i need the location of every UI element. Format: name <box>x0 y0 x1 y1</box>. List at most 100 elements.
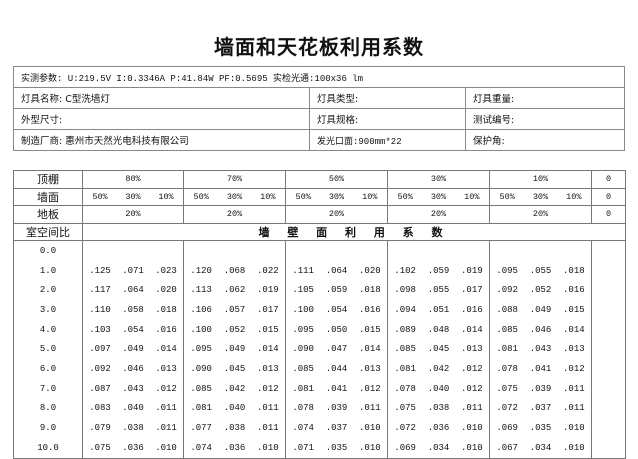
coefficient-value: .102 <box>394 265 416 276</box>
coefficient-value: .105 <box>292 285 314 296</box>
coefficient-value: .011 <box>155 403 177 414</box>
coefficient-value: .095 <box>190 344 212 355</box>
wall-value: 30% <box>430 191 447 202</box>
coefficient-value: .040 <box>223 403 246 414</box>
coefficient-value: .042 <box>223 383 246 394</box>
coefficient-value: .054 <box>325 304 348 315</box>
coefficient-group: .074 .037 .010 <box>285 418 388 438</box>
wall-reflectance-group: 50% 30% 10% <box>489 187 592 206</box>
table-row: 9.0 .079 .038 .011 .077 .038 .011 .074 .037 .010.… <box>13 418 626 438</box>
floor-value: 20% <box>489 205 592 224</box>
coefficient-zero-cell <box>591 300 626 320</box>
coefficient-value: .075 <box>496 383 518 394</box>
coefficient-value: .098 <box>394 285 416 296</box>
coefficient-value: .081 <box>394 363 416 374</box>
coefficient-value: .037 <box>529 403 552 414</box>
coefficient-value: .050 <box>325 324 348 335</box>
coefficient-value: .010 <box>461 423 483 434</box>
coefficient-value: .012 <box>155 383 177 394</box>
coefficient-group: .094 .051 .016 <box>387 300 490 320</box>
coefficient-group: .072 .036 .010 <box>387 418 490 438</box>
coefficient-group: .085 .044 .013 <box>285 359 388 379</box>
coefficient-group: .095 .049 .014 <box>183 339 286 360</box>
coefficient-value: .011 <box>155 423 177 434</box>
coefficient-value: .117 <box>89 285 111 296</box>
ceiling-value: 50% <box>328 174 345 185</box>
wall-label: 墙面 <box>13 187 83 206</box>
floor-value: 20% <box>82 205 184 224</box>
luminaire-weight: 灯具重量: <box>464 87 626 109</box>
coefficient-value: .010 <box>563 442 585 453</box>
coefficient-group: .081 .041 .012 <box>285 378 388 399</box>
ceiling-reflectance: 10% <box>489 170 592 189</box>
coefficient-zero-cell <box>591 339 626 360</box>
coefficient-group: .120 .068 .022 <box>183 260 286 281</box>
coefficient-value: .010 <box>563 423 585 434</box>
coefficient-zero-cell <box>591 398 626 419</box>
ceiling-value: 70% <box>226 174 243 185</box>
coefficient-value: .064 <box>325 265 348 276</box>
coefficient-value: .040 <box>122 403 144 414</box>
coefficient-value: .012 <box>359 383 381 394</box>
coefficient-group: .075 .039 .011 <box>489 378 592 399</box>
coefficient-group: .090 .047 .014 <box>285 339 388 360</box>
coefficient-value: .055 <box>427 285 450 296</box>
coefficient-value: .015 <box>563 304 585 315</box>
coefficient-value: .036 <box>122 442 144 453</box>
table-row: 0.0 <box>13 240 626 261</box>
coefficient-value: .039 <box>529 383 552 394</box>
coefficient-value: .057 <box>223 304 246 315</box>
coefficient-value: .023 <box>155 265 177 276</box>
coefficient-value: .016 <box>563 285 585 296</box>
coefficient-value: .085 <box>292 363 314 374</box>
coefficient-group: .095 .050 .015 <box>285 319 388 340</box>
wall-value: 0 <box>591 187 626 206</box>
ceiling-label: 顶棚 <box>13 170 83 189</box>
coefficient-value: .047 <box>325 344 348 355</box>
coefficient-value: .085 <box>496 324 518 335</box>
coefficient-value: .017 <box>461 285 483 296</box>
coefficient-value: .097 <box>89 344 111 355</box>
coefficient-value: .075 <box>394 403 416 414</box>
coefficient-value: .081 <box>190 403 212 414</box>
coefficient-group: .078 .040 .012 <box>387 378 490 399</box>
wall-row: 墙面 50% 30% 10% 50% 30% 10% 50% 30% 10% 50% 30% 10% 50… <box>13 187 626 206</box>
coefficient-zero-cell <box>591 359 626 379</box>
coefficient-value: .018 <box>359 285 381 296</box>
ceiling-reflectance: 0 <box>591 170 626 189</box>
coefficient-value: .095 <box>292 324 314 335</box>
coefficient-group: .067 .034 .010 <box>489 437 592 459</box>
coefficient-group: .097 .049 .014 <box>82 339 184 360</box>
table-row: 10.0 .075 .036 .010 .074 .036 .010 .071 .035 .010… <box>13 437 626 459</box>
table-row: 3.0 .110 .058 .018 .106 .057 .017 .100 .054 .016.… <box>13 300 626 320</box>
coefficient-value: .013 <box>563 344 585 355</box>
wall-value: 10% <box>158 191 174 202</box>
coefficient-value: .085 <box>394 344 416 355</box>
coefficient-value: .078 <box>292 403 314 414</box>
coefficient-value: .046 <box>122 363 144 374</box>
coefficient-value: .014 <box>563 324 585 335</box>
coefficient-value: .072 <box>394 423 416 434</box>
rcr-value: 2.0 <box>13 280 83 301</box>
coefficient-value: .014 <box>359 344 381 355</box>
coefficient-value: .085 <box>190 383 212 394</box>
coefficient-value: .010 <box>155 442 177 453</box>
coefficient-value: .078 <box>496 363 518 374</box>
coefficient-value: .071 <box>292 442 314 453</box>
coefficient-value: .090 <box>190 363 212 374</box>
coefficient-group: .100 .054 .016 <box>285 300 388 320</box>
coefficient-group: .081 .042 .012 <box>387 359 490 379</box>
coefficient-value: .062 <box>223 285 246 296</box>
coefficient-group: .078 .041 .012 <box>489 359 592 379</box>
coefficient-value: .078 <box>394 383 416 394</box>
coefficient-group: .106 .057 .017 <box>183 300 286 320</box>
floor-value: 20% <box>183 205 286 224</box>
ceiling-reflectance: 50% <box>285 170 388 189</box>
coefficient-group: .085 .045 .013 <box>387 339 490 360</box>
coefficient-group: .103 .054 .016 <box>82 319 184 340</box>
coefficient-value: .038 <box>122 423 144 434</box>
coefficient-value: .011 <box>257 403 279 414</box>
ceiling-value: 80% <box>125 174 141 185</box>
coefficient-value: .035 <box>325 442 348 453</box>
coefficient-value: .011 <box>563 383 585 394</box>
